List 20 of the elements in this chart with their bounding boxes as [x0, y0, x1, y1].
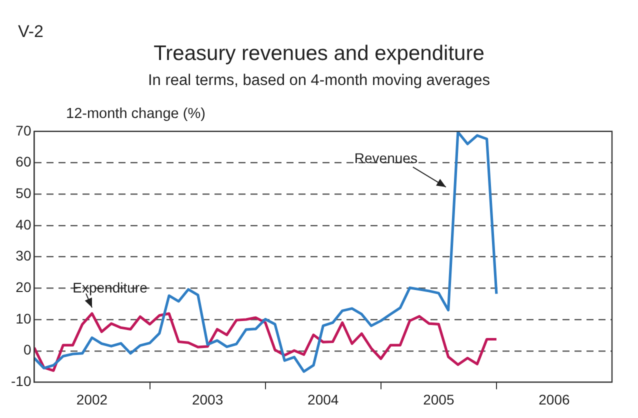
series-label: Expenditure [72, 279, 148, 296]
x-tick-label: 2006 [538, 391, 570, 408]
y-tick-label: 40 [16, 216, 32, 232]
y-axis-title: 12-month change (%) [66, 106, 206, 122]
text: Revenues [354, 150, 418, 166]
y-tick-label: -10 [11, 373, 32, 390]
y-tick-label: 30 [16, 248, 32, 264]
y-tick-label: 50 [16, 184, 32, 201]
chart-subtitle: In real terms, based on 4-month moving averages [146, 72, 492, 90]
y-tick-label: 0 [23, 342, 32, 358]
chart-title: Treasury revenues and expenditure [152, 42, 486, 66]
y-tick-label: 20 [16, 279, 32, 296]
x-tick-label: 2004 [308, 391, 339, 408]
text: V-2 [18, 22, 44, 42]
x-tick-label: 2002 [76, 391, 108, 408]
x-tick-label: 2005 [423, 391, 454, 408]
y-tick-label: 60 [16, 154, 32, 170]
y-tick-label: 70 [16, 122, 32, 138]
y-tick-label: 10 [16, 310, 32, 326]
x-tick-label: 2003 [192, 391, 224, 408]
